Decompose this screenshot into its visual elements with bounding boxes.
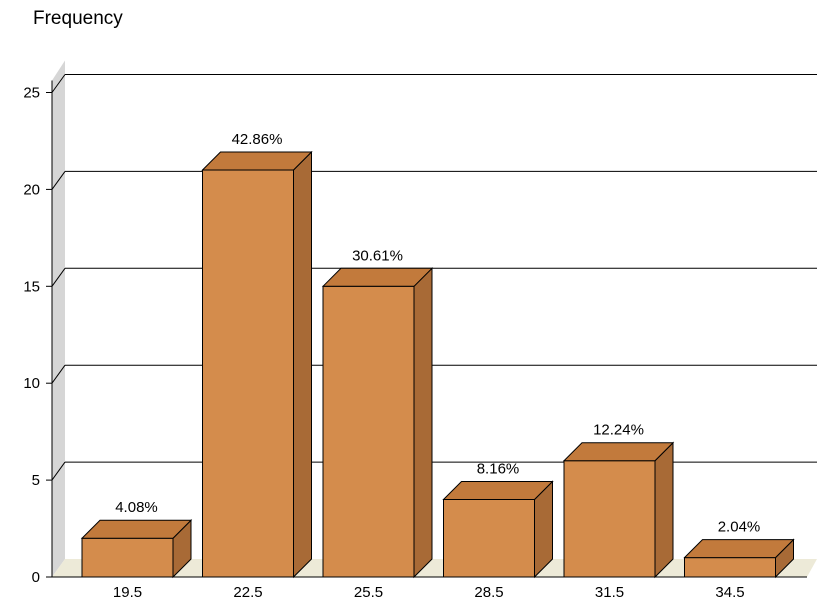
bar-front xyxy=(443,498,535,578)
bar-front xyxy=(322,285,415,578)
chart-back-wall xyxy=(52,60,817,577)
bar xyxy=(80,519,193,579)
bar-top xyxy=(201,151,313,171)
gridline-diagonal xyxy=(51,268,66,287)
data-label: 8.16% xyxy=(477,460,520,477)
bar-top xyxy=(683,539,795,559)
bar-front xyxy=(563,460,656,578)
x-tick-label: 31.5 xyxy=(595,584,624,601)
y-tick-label: 20 xyxy=(23,181,40,198)
bar xyxy=(683,538,795,579)
bar-top xyxy=(442,480,554,500)
bar-front xyxy=(202,169,294,578)
y-tick-label: 5 xyxy=(32,472,40,489)
bar xyxy=(562,441,675,579)
data-label: 30.61% xyxy=(352,247,403,264)
bars xyxy=(80,150,795,579)
y-tick-label: 15 xyxy=(23,278,40,295)
x-tick-label: 28.5 xyxy=(474,584,503,601)
bar-front xyxy=(684,557,776,578)
bar xyxy=(442,480,554,579)
data-label: 42.86% xyxy=(232,131,283,148)
bar-front xyxy=(81,537,174,578)
gridline-diagonal xyxy=(51,74,66,93)
data-label: 2.04% xyxy=(718,519,761,536)
bar-top xyxy=(562,442,675,462)
bar-side xyxy=(413,267,433,579)
gridline-diagonal xyxy=(51,364,66,384)
x-tick-label: 25.5 xyxy=(354,584,383,601)
bar xyxy=(201,150,313,579)
bar-top xyxy=(80,519,193,539)
gridlines xyxy=(51,74,817,481)
gridline-diagonal xyxy=(51,171,66,190)
x-tick-labels: 19.5 22.5 25.5 28.5 31.5 34.5 xyxy=(113,584,745,601)
y-tick-labels: 0 5 10 15 20 25 xyxy=(23,85,40,587)
bar xyxy=(321,267,434,579)
x-tick-label: 22.5 xyxy=(233,584,262,601)
gridline-diagonal xyxy=(51,461,66,481)
x-tick-label: 34.5 xyxy=(715,584,744,601)
y-tick-label: 0 xyxy=(32,569,40,586)
axes xyxy=(46,80,807,578)
y-tick-label: 10 xyxy=(23,375,40,392)
data-labels: 4.08% 42.86% 30.61% 8.16% 12.24% 2.04% xyxy=(115,131,760,536)
side-wall xyxy=(52,60,65,577)
data-label: 4.08% xyxy=(115,499,158,516)
y-axis-title: Frequency xyxy=(33,8,123,29)
bar-side xyxy=(293,150,312,579)
data-label: 12.24% xyxy=(593,422,644,439)
bar-top xyxy=(321,267,434,287)
x-tick-label: 19.5 xyxy=(113,584,142,601)
y-tick-label: 25 xyxy=(23,85,40,102)
bar-side xyxy=(654,441,674,579)
